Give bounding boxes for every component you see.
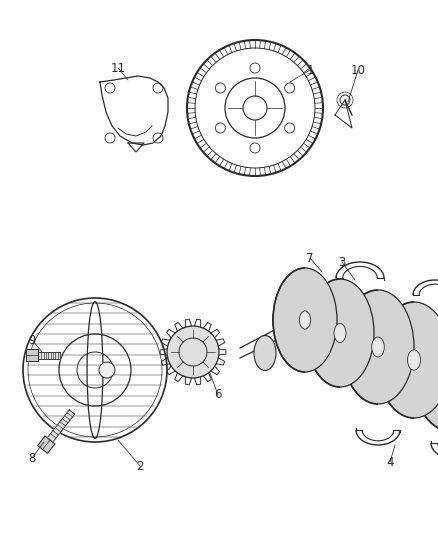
Ellipse shape (342, 290, 414, 404)
Text: 2: 2 (136, 459, 144, 472)
Text: 6: 6 (214, 389, 222, 401)
Text: 11: 11 (110, 61, 126, 75)
Text: 3: 3 (338, 255, 346, 269)
Ellipse shape (300, 311, 311, 329)
Ellipse shape (306, 279, 374, 387)
Text: 7: 7 (306, 252, 314, 264)
Text: 10: 10 (350, 63, 365, 77)
Text: 1: 1 (306, 63, 314, 77)
Ellipse shape (407, 350, 420, 370)
Circle shape (99, 362, 115, 378)
Circle shape (167, 326, 219, 378)
Text: 9: 9 (28, 334, 36, 346)
Polygon shape (26, 349, 38, 361)
Ellipse shape (273, 268, 337, 372)
Text: 8: 8 (28, 451, 35, 464)
Polygon shape (38, 436, 55, 454)
Ellipse shape (377, 302, 438, 418)
Ellipse shape (334, 324, 346, 342)
Polygon shape (38, 351, 60, 359)
Text: 4: 4 (386, 456, 394, 469)
Polygon shape (47, 410, 75, 442)
Ellipse shape (254, 335, 276, 370)
Ellipse shape (413, 315, 438, 431)
Ellipse shape (372, 337, 384, 357)
